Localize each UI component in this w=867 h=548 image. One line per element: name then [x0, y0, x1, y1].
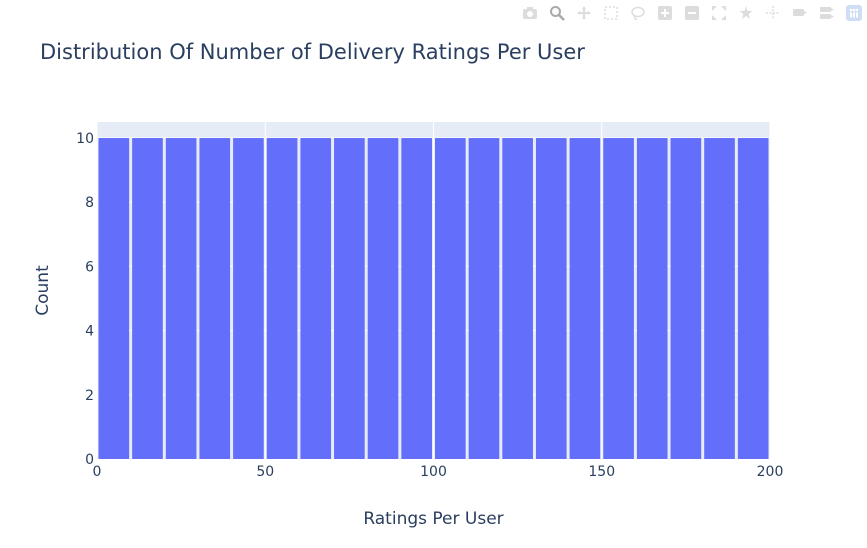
- histogram-bar[interactable]: [603, 138, 634, 460]
- zoom-out-icon[interactable]: [683, 4, 701, 22]
- histogram-bar[interactable]: [435, 138, 466, 460]
- histogram-bar[interactable]: [334, 138, 365, 460]
- x-axis-label: Ratings Per User: [363, 509, 503, 529]
- y-tick-label: 4: [85, 324, 94, 340]
- reset-axes-icon[interactable]: [737, 4, 755, 22]
- lasso-select-icon[interactable]: [629, 4, 647, 22]
- zoom-in-icon[interactable]: [656, 4, 674, 22]
- histogram-bar[interactable]: [569, 138, 601, 460]
- histogram-bar[interactable]: [502, 138, 533, 460]
- histogram-bar[interactable]: [233, 138, 264, 460]
- histogram-bar[interactable]: [98, 138, 130, 460]
- spike-lines-icon[interactable]: [764, 4, 782, 22]
- histogram-bar[interactable]: [535, 138, 567, 460]
- x-tick-label: 50: [256, 464, 274, 480]
- chart-title: Distribution Of Number of Delivery Ratin…: [40, 40, 585, 64]
- y-axis-label: Count: [33, 265, 53, 316]
- histogram-bar[interactable]: [300, 138, 332, 460]
- plotly-logo-icon[interactable]: [845, 4, 863, 22]
- box-select-icon[interactable]: [602, 4, 620, 22]
- histogram-bar[interactable]: [468, 138, 500, 460]
- x-tick-label: 150: [588, 464, 615, 480]
- histogram-bar[interactable]: [266, 138, 298, 460]
- histogram-bar[interactable]: [199, 138, 231, 460]
- x-tick-label: 200: [757, 464, 784, 480]
- pan-icon[interactable]: [575, 4, 593, 22]
- modebar: [521, 2, 867, 24]
- y-tick-label: 6: [85, 259, 94, 275]
- histogram-bar[interactable]: [367, 138, 399, 460]
- histogram-bar[interactable]: [401, 138, 432, 460]
- histogram-bar[interactable]: [165, 138, 197, 460]
- y-axis-ticks: 0 2 4 6 8 10: [76, 131, 94, 468]
- y-tick-label: 10: [76, 131, 94, 147]
- hover-closest-icon[interactable]: [791, 4, 809, 22]
- y-tick-label: 2: [85, 388, 94, 404]
- histogram-bar[interactable]: [132, 138, 163, 460]
- histogram-bar[interactable]: [737, 138, 769, 460]
- hover-compare-icon[interactable]: [818, 4, 836, 22]
- histogram-bar[interactable]: [670, 138, 702, 460]
- camera-icon[interactable]: [521, 4, 539, 22]
- zoom-icon[interactable]: [548, 4, 566, 22]
- y-tick-label: 0: [85, 452, 94, 468]
- bars[interactable]: [98, 138, 769, 460]
- y-tick-label: 8: [85, 195, 94, 211]
- autoscale-icon[interactable]: [710, 4, 728, 22]
- histogram-bar[interactable]: [636, 138, 668, 460]
- histogram-bar[interactable]: [704, 138, 735, 460]
- x-tick-label: 0: [93, 464, 102, 480]
- x-tick-label: 100: [420, 464, 447, 480]
- x-axis-ticks: 0 50 100 150 200: [93, 464, 784, 480]
